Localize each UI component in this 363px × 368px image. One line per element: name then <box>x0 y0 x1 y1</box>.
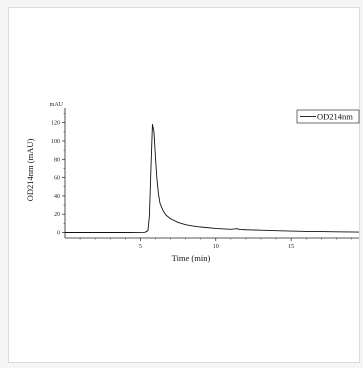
series-line-0 <box>65 124 360 233</box>
y-tick-label: 40 <box>54 194 60 200</box>
y-tick-label: 0 <box>57 231 60 237</box>
legend: OD214nm <box>296 109 360 124</box>
legend-label: OD214nm <box>317 112 353 122</box>
x-tick-label: 10 <box>213 244 219 250</box>
y-axis-title: OD214nm (mAU) <box>25 139 35 202</box>
axes: 0 20 40 60 80 100 120 5 10 15 <box>51 108 359 250</box>
x-tick-label: 5 <box>139 244 142 250</box>
legend-box <box>296 109 360 124</box>
x-axis-title: Time (min) <box>172 253 211 263</box>
y-tick-label: 80 <box>54 157 60 163</box>
chart-panel: 0 20 40 60 80 100 120 5 10 15 Time (min) OD214nm … <box>8 7 360 363</box>
y-tick-label: 120 <box>51 121 60 127</box>
y-tick-label: 100 <box>51 139 60 145</box>
y-unit-label: mAU <box>50 102 64 108</box>
y-tick-label: 20 <box>54 212 60 218</box>
series-layer <box>65 124 360 233</box>
chromatogram-chart: 0 20 40 60 80 100 120 5 10 15 Time (min) OD214nm … <box>25 102 360 263</box>
x-tick-label: 15 <box>288 244 294 250</box>
y-tick-label: 60 <box>54 176 60 182</box>
